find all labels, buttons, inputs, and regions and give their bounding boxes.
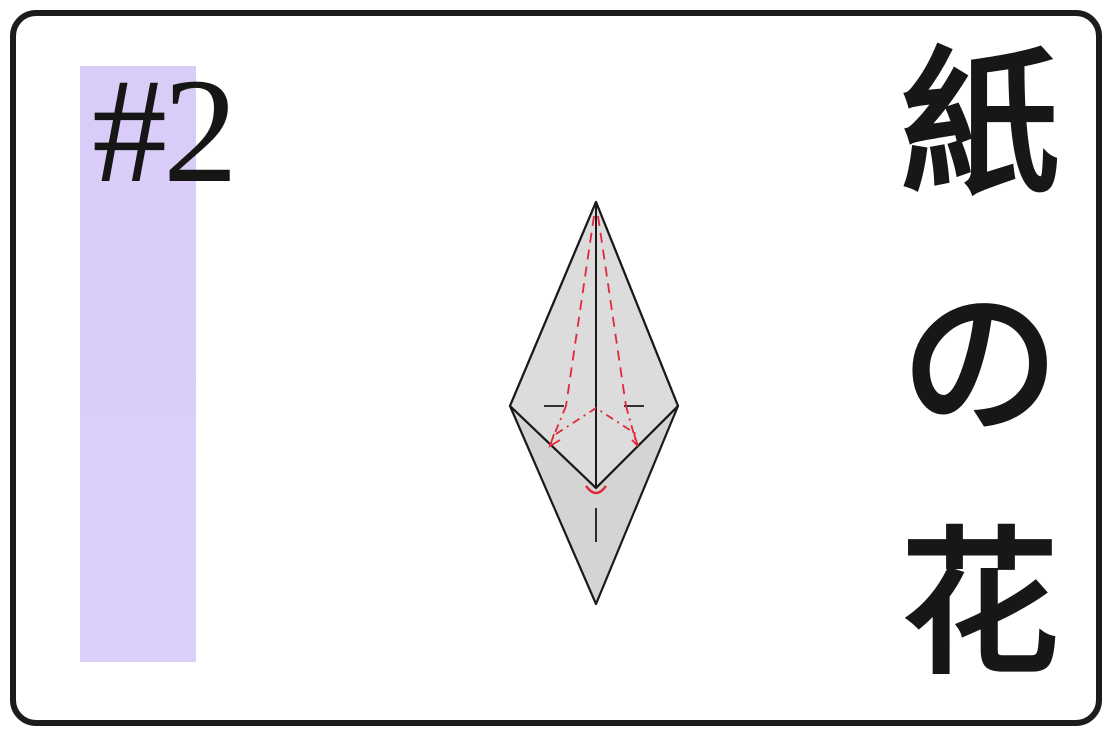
arrow-tip-right [631, 433, 639, 447]
origami-fold-diagram [508, 200, 680, 606]
fold-edge-right [595, 405, 679, 489]
arrow-tip-left [548, 433, 561, 449]
red-guide-left [565, 215, 595, 407]
title-char-no: の [901, 273, 1059, 457]
title-char-flower: 花 [901, 513, 1059, 697]
red-guide-inner-left [549, 405, 567, 446]
red-guide-inner-right [625, 405, 637, 443]
fold-edge-left [509, 405, 597, 489]
vertical-title: 紙 の 花 [880, 40, 1080, 700]
step-highlight-bar [80, 66, 196, 662]
title-char-paper: 紙 [901, 33, 1059, 217]
fold-point-mark [585, 485, 607, 495]
step-number: #2 [92, 48, 238, 214]
red-guide-chevron [555, 406, 637, 435]
red-guide-right [597, 215, 627, 407]
